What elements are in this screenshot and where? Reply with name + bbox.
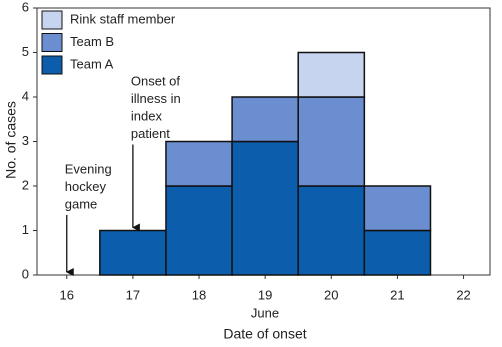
annotation-text: patient <box>131 126 170 141</box>
y-tick-label: 3 <box>22 133 29 148</box>
annotation-text: Evening <box>65 161 112 176</box>
y-tick-label: 4 <box>22 88 29 103</box>
x-tick-label: 20 <box>324 287 338 302</box>
bar-segment <box>363 185 432 232</box>
x-axis-label: Date of onset <box>223 326 306 342</box>
legend-swatch <box>41 55 63 75</box>
legend-label: Team B <box>70 34 114 49</box>
y-tick-label: 0 <box>22 266 29 281</box>
annotation-text: index <box>131 108 163 123</box>
y-tick-label: 6 <box>22 0 29 14</box>
bar-segment <box>297 96 366 187</box>
annotation-text: hockey <box>65 179 107 194</box>
bar-segment <box>99 229 167 276</box>
y-tick-label: 1 <box>22 222 29 237</box>
bar-segment <box>297 185 366 276</box>
x-tick-label: 18 <box>192 287 206 302</box>
x-tick-label: 17 <box>126 287 140 302</box>
legend-swatch <box>41 10 63 30</box>
bar-segment <box>363 229 432 276</box>
x-sublabel: June <box>251 305 279 320</box>
annotation-text: Onset of <box>131 73 181 88</box>
bar-segment <box>231 140 299 276</box>
annotation-text: game <box>65 196 98 211</box>
x-tick-label: 19 <box>258 287 272 302</box>
bar-segment <box>165 185 233 276</box>
y-tick-label: 2 <box>22 177 29 192</box>
x-tick-label: 22 <box>456 287 470 302</box>
y-tick-label: 5 <box>22 44 29 59</box>
annotation-text: illness in <box>131 91 181 106</box>
legend-swatch <box>41 33 63 52</box>
bar-segment <box>231 96 299 143</box>
y-axis-label: No. of cases <box>3 101 19 179</box>
bar-segment <box>165 140 233 187</box>
bar-segment <box>297 51 366 98</box>
x-tick-label: 21 <box>390 287 404 302</box>
legend-label: Team A <box>70 56 114 71</box>
x-tick-label: 16 <box>60 287 74 302</box>
legend-label: Rink staff member <box>70 11 176 26</box>
